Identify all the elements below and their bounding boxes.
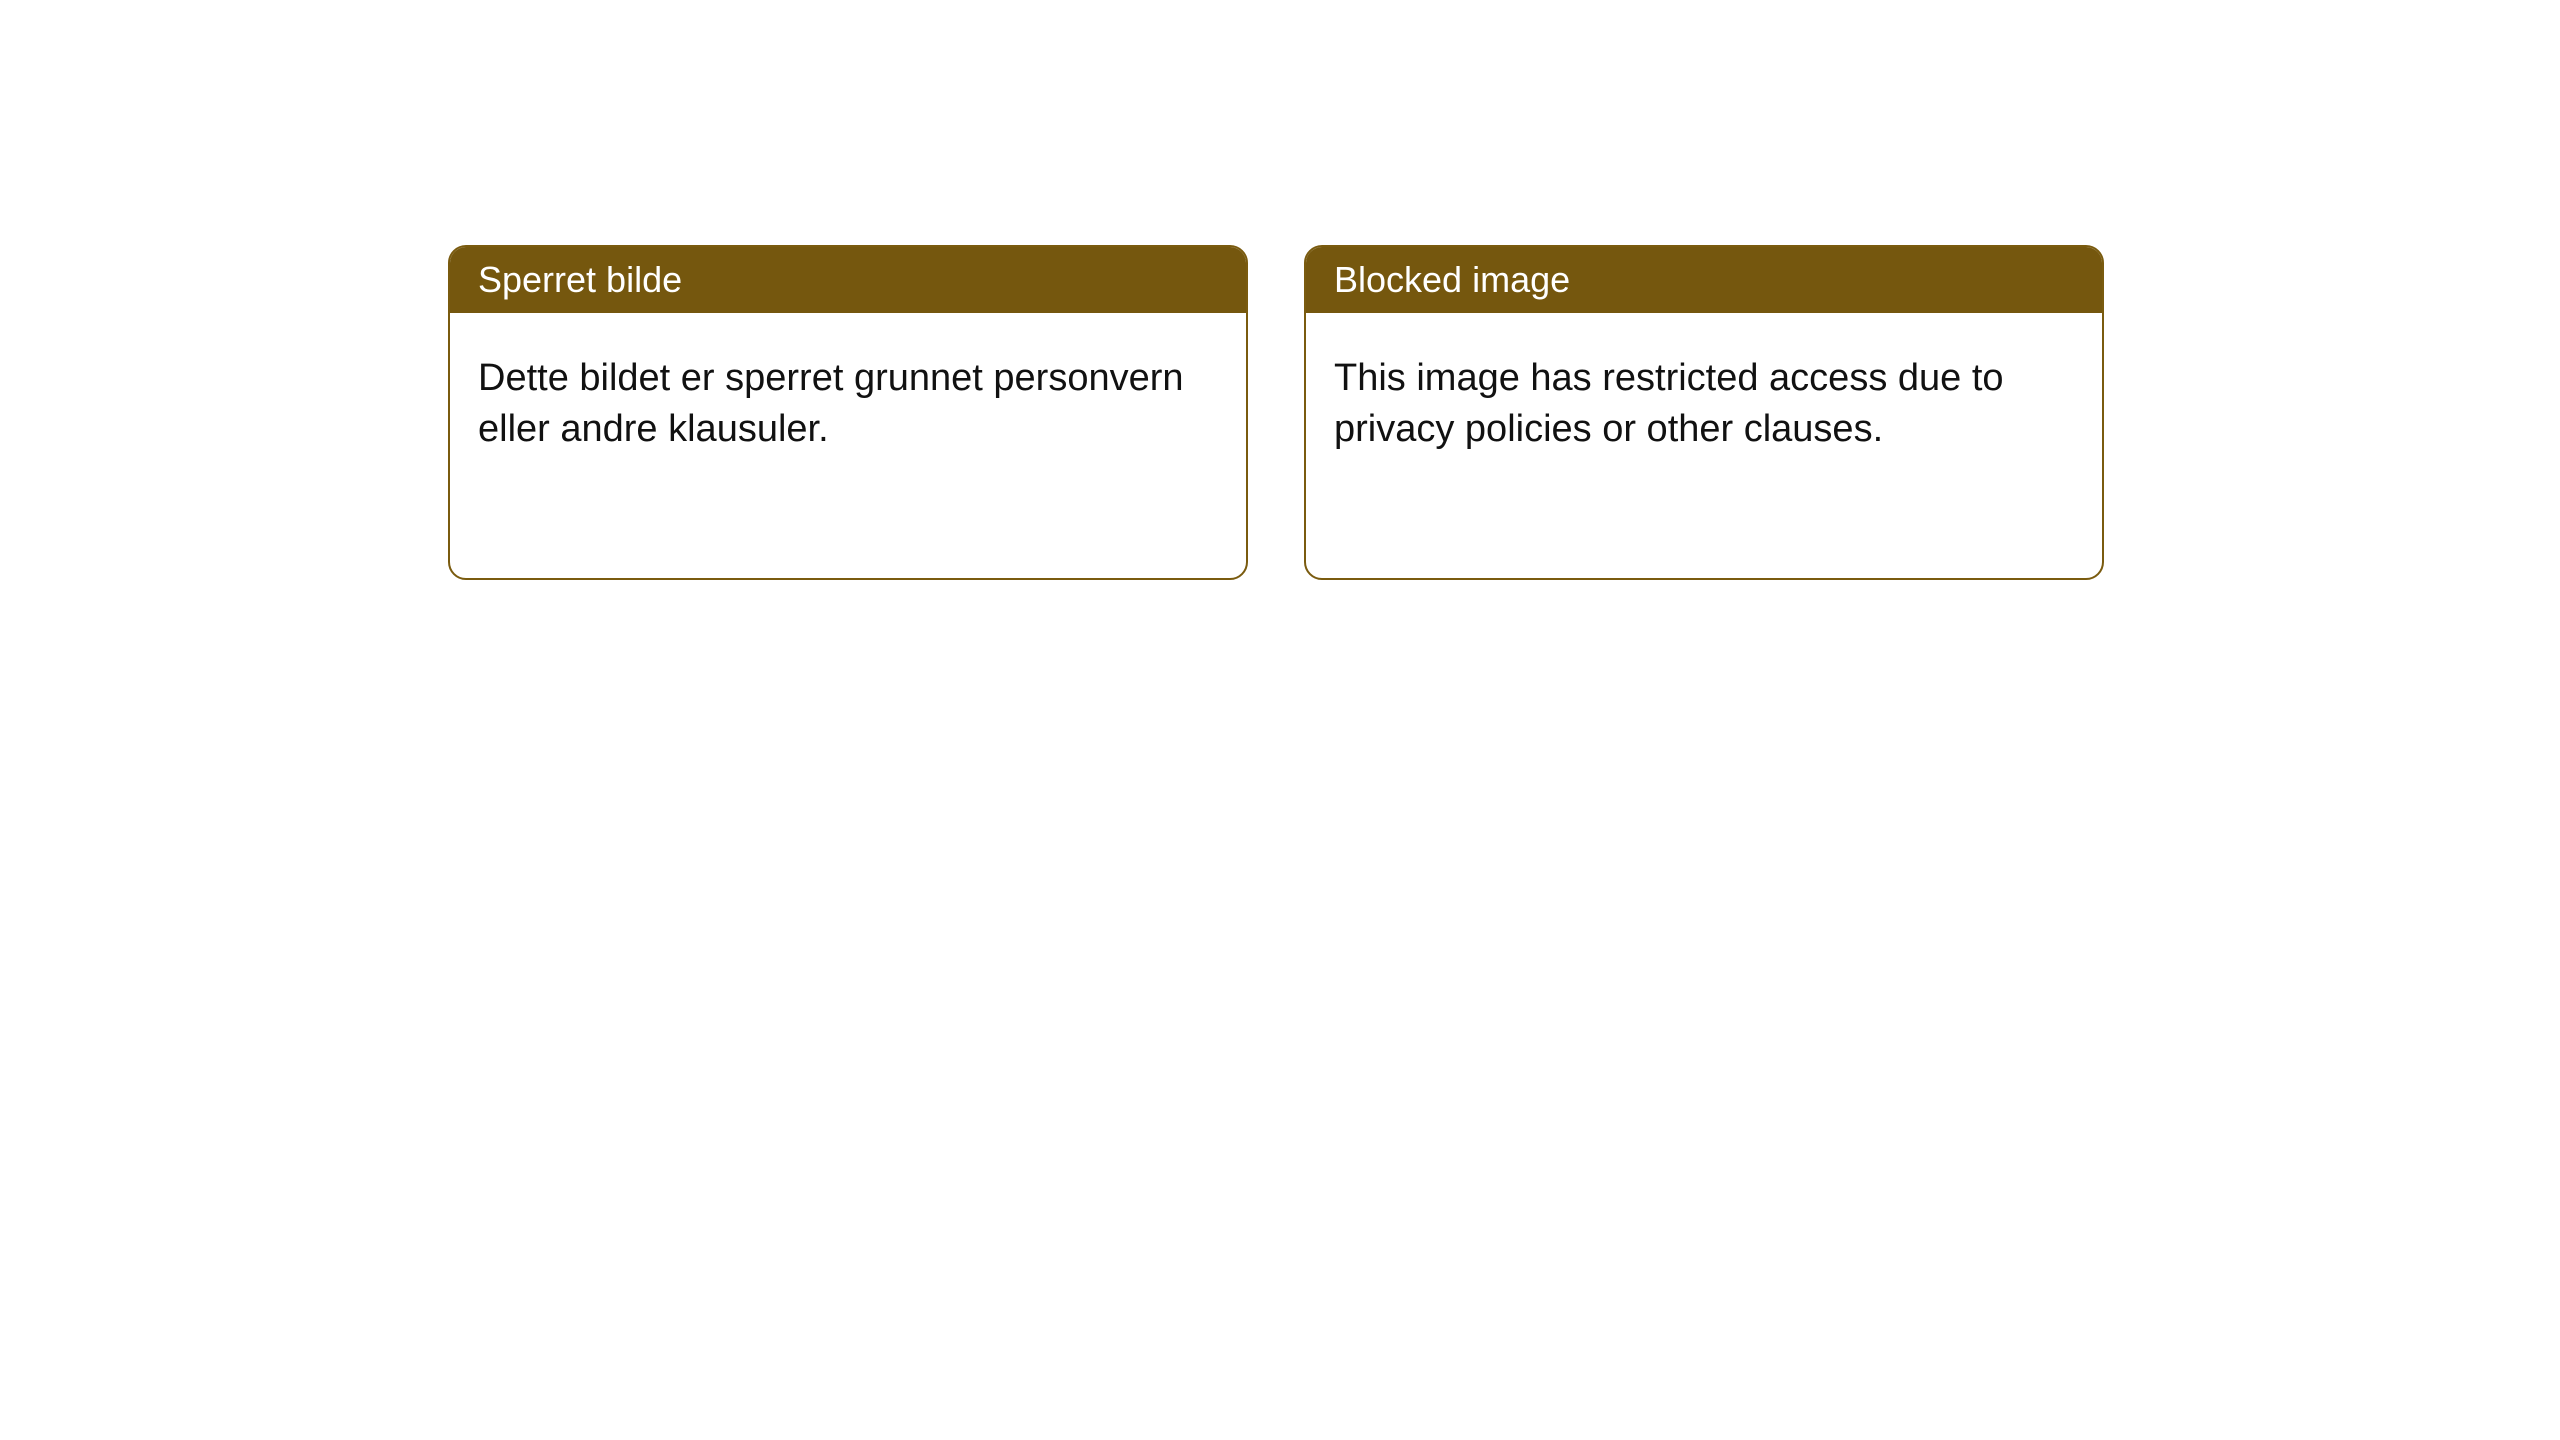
blocked-image-card-english: Blocked image This image has restricted …	[1304, 245, 2104, 580]
blocked-image-card-norwegian: Sperret bilde Dette bildet er sperret gr…	[448, 245, 1248, 580]
card-title: Blocked image	[1334, 259, 1570, 300]
card-body: Dette bildet er sperret grunnet personve…	[450, 313, 1246, 496]
card-body-text: Dette bildet er sperret grunnet personve…	[478, 357, 1184, 450]
card-body: This image has restricted access due to …	[1306, 313, 2102, 496]
notice-cards-container: Sperret bilde Dette bildet er sperret gr…	[448, 245, 2104, 580]
card-body-text: This image has restricted access due to …	[1334, 357, 2004, 450]
card-header: Sperret bilde	[450, 247, 1246, 313]
card-header: Blocked image	[1306, 247, 2102, 313]
card-title: Sperret bilde	[478, 259, 682, 300]
